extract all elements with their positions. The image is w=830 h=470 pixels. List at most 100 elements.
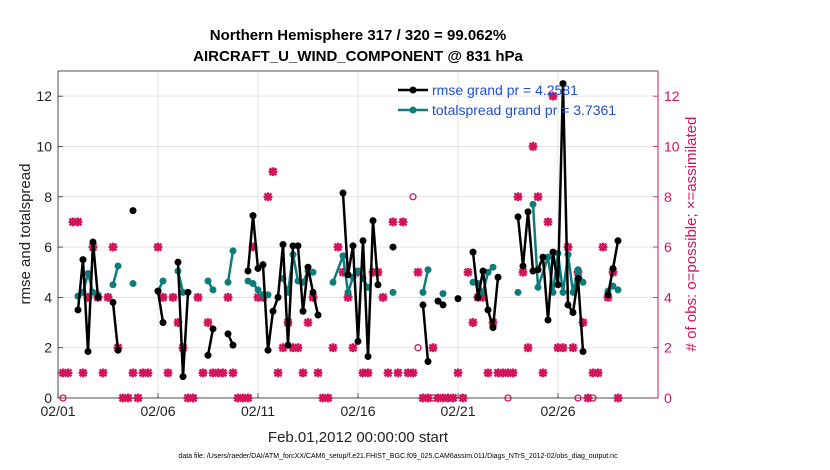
obs-assimilated-marker: [443, 393, 453, 403]
rmse-line: [111, 302, 120, 351]
obs-assimilated-marker: [548, 91, 558, 101]
y-right-tick-label: 10: [664, 138, 680, 154]
rmse-point: [514, 213, 522, 221]
obs-assimilated-marker: [183, 393, 193, 403]
rmse-line: [206, 328, 215, 356]
x-tick-label: 02/01: [40, 403, 75, 419]
obs-assimilated-marker: [123, 393, 133, 403]
obs-assimilated-marker: [393, 368, 403, 378]
spread-point: [559, 288, 567, 296]
spread-point: [529, 200, 537, 208]
y-left-tick-label: 10: [36, 138, 52, 154]
obs-assimilated-marker: [478, 292, 488, 302]
obs-possible-marker: [414, 344, 422, 352]
obs-assimilated-marker: [158, 292, 168, 302]
obs-assimilated-marker: [168, 292, 178, 302]
chart-title-line1: Northern Hemisphere 317 / 320 = 99.062%: [210, 27, 506, 44]
obs-assimilated-marker: [523, 343, 533, 353]
y-left-tick-label: 12: [36, 88, 52, 104]
obs-assimilated-marker: [278, 343, 288, 353]
spread-point: [209, 286, 217, 294]
spread-point: [114, 262, 122, 270]
rmse-point: [229, 341, 237, 349]
spread-point: [424, 266, 432, 274]
y-left-tick-label: 8: [44, 189, 52, 205]
rmse-point: [419, 301, 427, 309]
obs-assimilated-marker: [208, 368, 218, 378]
obs-assimilated-marker: [433, 393, 443, 403]
rmse-point: [84, 347, 92, 355]
obs-assimilated-marker: [453, 368, 463, 378]
rmse-point: [259, 261, 267, 269]
rmse-point: [424, 358, 432, 366]
obs-assimilated-marker: [203, 318, 213, 327]
spread-point: [614, 286, 622, 294]
rmse-point: [489, 324, 497, 332]
spread-point: [309, 268, 317, 276]
rmse-point: [224, 330, 232, 338]
rmse-point: [479, 267, 487, 275]
spread-point: [534, 283, 542, 291]
obs-assimilated-marker: [58, 368, 68, 378]
obs-assimilated-marker: [103, 292, 113, 302]
rmse-point: [544, 316, 552, 324]
y-left-tick-label: 4: [44, 289, 52, 305]
obs-assimilated-marker: [563, 242, 573, 252]
obs-assimilated-marker: [173, 318, 183, 327]
rmse-point: [359, 237, 367, 245]
obs-assimilated-marker: [593, 368, 603, 378]
rmse-line: [471, 251, 500, 329]
rmse-point: [494, 273, 502, 281]
spread-point: [419, 288, 427, 296]
rmse-point: [299, 307, 307, 315]
obs-assimilated-marker: [118, 393, 128, 403]
rmse-point: [74, 306, 82, 314]
obs-assimilated-marker: [328, 343, 338, 353]
x-axis-label: Feb.01,2012 00:00:00 start: [268, 429, 449, 446]
rmse-point: [604, 291, 612, 299]
rmse-line: [156, 290, 165, 323]
rmse-point: [574, 275, 582, 283]
y-right-tick-label: 4: [664, 289, 672, 305]
spread-point: [159, 277, 167, 285]
spread-point: [489, 263, 497, 271]
spread-point: [129, 280, 137, 288]
y-axis-left-label: rmse and totalspread: [17, 164, 34, 305]
spread-point: [264, 291, 272, 299]
obs-assimilated-marker: [153, 242, 163, 252]
obs-assimilated-marker: [288, 343, 298, 353]
obs-assimilated-marker: [498, 368, 508, 378]
spread-point: [354, 267, 362, 275]
rmse-point: [609, 264, 617, 272]
obs-assimilated-marker: [528, 142, 538, 151]
obs-assimilated-marker: [568, 343, 578, 353]
y-right-tick-label: 8: [664, 189, 672, 205]
obs-assimilated-marker: [503, 368, 513, 378]
obs-assimilated-marker: [513, 192, 523, 202]
rmse-point: [289, 242, 297, 250]
obs-assimilated-marker: [303, 318, 313, 327]
obs-assimilated-marker: [418, 393, 428, 403]
obs-assimilated-marker: [238, 393, 248, 403]
rmse-point: [439, 301, 447, 309]
obs-assimilated-marker: [413, 267, 423, 277]
spread-point: [329, 278, 337, 286]
rmse-point: [349, 242, 357, 250]
spread-point: [179, 288, 187, 296]
obs-assimilated-marker: [228, 368, 238, 378]
obs-assimilated-marker: [448, 393, 458, 403]
obs-assimilated-marker: [313, 368, 323, 378]
obs-possible-marker: [574, 394, 582, 402]
obs-assimilated-marker: [483, 368, 493, 378]
obs-assimilated-marker: [423, 393, 433, 403]
spread-point: [84, 269, 92, 277]
legend-spread-marker: [409, 106, 417, 114]
obs-assimilated-marker: [198, 368, 208, 378]
rmse-point: [294, 242, 302, 250]
spread-point: [574, 266, 582, 274]
obs-assimilated-marker: [108, 242, 118, 252]
obs-possible-marker: [59, 394, 67, 402]
obs-assimilated-marker: [458, 393, 468, 403]
rmse-point: [249, 212, 257, 220]
obs-assimilated-marker: [553, 343, 563, 353]
